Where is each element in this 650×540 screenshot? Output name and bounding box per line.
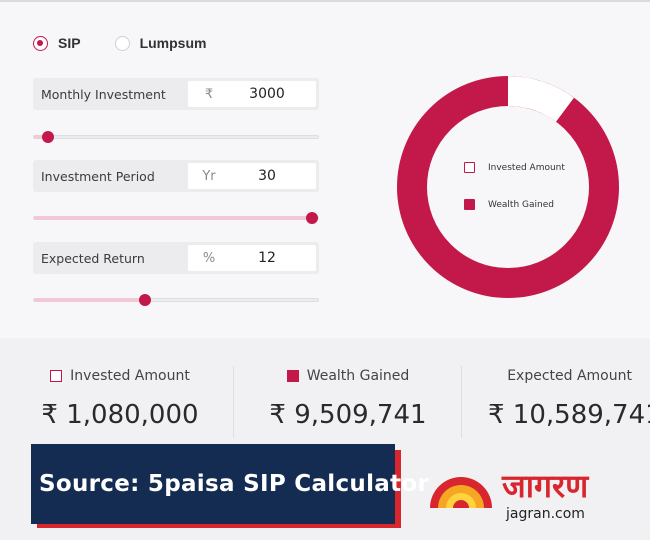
monthly-investment-slider-thumb[interactable] bbox=[42, 131, 55, 143]
brand-url: jagran.com bbox=[506, 506, 585, 522]
wealth-gained-value: ₹ 9,509,741 bbox=[269, 400, 427, 430]
lumpsum-radio-label: Lumpsum bbox=[139, 35, 207, 51]
expected-return-input[interactable]: % 12 bbox=[188, 245, 316, 271]
source-text: Source: 5paisa SIP Calculator bbox=[39, 471, 430, 497]
percent-unit: % bbox=[202, 250, 216, 266]
legend-invested-swatch bbox=[464, 162, 475, 173]
invested-amount-value: ₹ 1,080,000 bbox=[41, 400, 199, 430]
donut-wealth-segment bbox=[397, 76, 619, 298]
monthly-investment-field: Monthly Investment ₹ 3000 bbox=[33, 78, 319, 110]
expected-amount-stat: Expected Amount ₹ 10,589,741 bbox=[488, 368, 650, 430]
invested-amount-stat: Invested Amount ₹ 1,080,000 bbox=[30, 368, 210, 430]
monthly-investment-input[interactable]: ₹ 3000 bbox=[188, 81, 316, 107]
legend-invested: Invested Amount bbox=[464, 162, 565, 173]
monthly-investment-value[interactable]: 3000 bbox=[249, 86, 285, 102]
rupee-unit: ₹ bbox=[204, 86, 214, 102]
expected-return-slider-fill bbox=[34, 298, 145, 302]
legend-wealth-label: Wealth Gained bbox=[488, 199, 554, 210]
sun-logo-icon bbox=[430, 477, 492, 508]
wealth-gained-heading: Wealth Gained bbox=[258, 368, 438, 384]
jagran-logo: जागरण jagran.com bbox=[428, 466, 638, 526]
investment-period-label: Investment Period bbox=[41, 168, 155, 184]
source-banner: Source: 5paisa SIP Calculator bbox=[31, 444, 429, 524]
monthly-investment-slider[interactable] bbox=[33, 131, 319, 143]
investment-period-field: Investment Period Yr 30 bbox=[33, 160, 319, 192]
donut-separator bbox=[556, 97, 575, 123]
investment-period-value[interactable]: 30 bbox=[258, 168, 276, 184]
expected-return-label: Expected Return bbox=[41, 250, 145, 266]
expected-return-slider-thumb[interactable] bbox=[138, 294, 151, 306]
expected-return-slider[interactable] bbox=[33, 294, 319, 306]
lumpsum-radio-circle[interactable] bbox=[114, 35, 130, 51]
legend-wealth: Wealth Gained bbox=[464, 199, 554, 210]
expected-return-value[interactable]: 12 bbox=[258, 250, 276, 266]
brand-name: जागरण bbox=[502, 467, 589, 505]
summary-divider bbox=[233, 366, 234, 438]
donut-invested-segment bbox=[397, 76, 619, 298]
sip-radio[interactable]: SIP bbox=[33, 35, 81, 51]
mode-radio-group: SIP Lumpsum bbox=[33, 35, 240, 51]
wealth-swatch bbox=[286, 370, 299, 382]
invested-swatch bbox=[50, 370, 63, 382]
lumpsum-radio[interactable]: Lumpsum bbox=[114, 35, 207, 51]
legend-wealth-swatch bbox=[464, 199, 475, 210]
donut-chart bbox=[397, 76, 619, 298]
expected-amount-label: Expected Amount bbox=[507, 368, 632, 384]
year-unit: Yr bbox=[202, 168, 216, 184]
expected-return-field: Expected Return % 12 bbox=[33, 242, 319, 274]
monthly-investment-label: Monthly Investment bbox=[41, 86, 166, 102]
investment-period-slider-thumb[interactable] bbox=[306, 212, 318, 224]
investment-period-slider-fill bbox=[34, 216, 312, 220]
legend-invested-label: Invested Amount bbox=[488, 162, 565, 173]
sip-radio-circle[interactable] bbox=[33, 35, 48, 51]
invested-amount-label: Invested Amount bbox=[70, 368, 190, 384]
expected-amount-heading: Expected Amount bbox=[488, 368, 648, 384]
monthly-investment-slider-fill bbox=[34, 135, 49, 139]
wealth-gained-stat: Wealth Gained ₹ 9,509,741 bbox=[258, 368, 438, 430]
invested-amount-heading: Invested Amount bbox=[30, 368, 210, 384]
investment-period-input[interactable]: Yr 30 bbox=[188, 163, 316, 189]
expected-amount-value: ₹ 10,589,741 bbox=[488, 400, 650, 430]
sip-radio-label: SIP bbox=[58, 35, 81, 51]
wealth-gained-label: Wealth Gained bbox=[306, 368, 410, 384]
calculator-panel: SIP Lumpsum Monthly Investment ₹ 3000 In… bbox=[0, 0, 650, 306]
summary-divider bbox=[461, 366, 462, 438]
investment-period-slider[interactable] bbox=[33, 212, 319, 224]
